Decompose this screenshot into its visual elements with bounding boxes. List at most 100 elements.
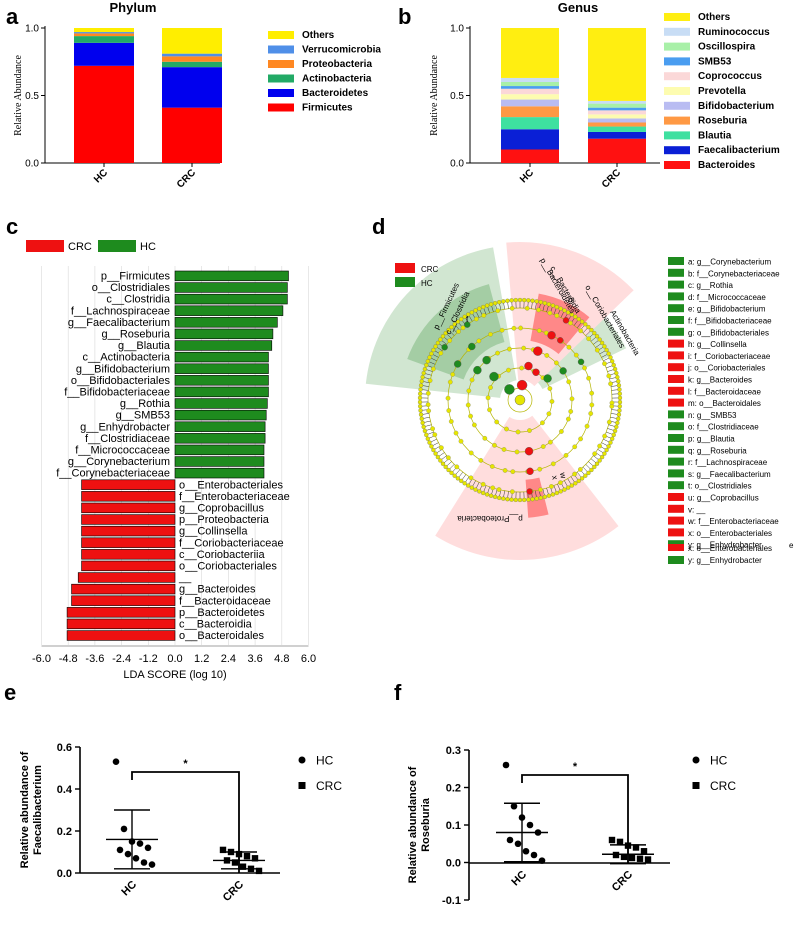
- data-point-hc: [530, 851, 538, 859]
- lda-bar-label: c__Bacteroidia: [179, 619, 253, 631]
- tree-node: [453, 430, 459, 436]
- leaf-node: [608, 355, 613, 360]
- lda-bar-label: g__SMB53: [116, 410, 170, 422]
- leaf-node: [592, 330, 597, 336]
- key-swatch: [668, 316, 684, 324]
- x-tick-label: CRC: [221, 879, 246, 904]
- key-swatch-overflow: [668, 556, 684, 564]
- legend-swatch: [664, 57, 690, 66]
- bar-segment-bifidobacterium: [501, 99, 559, 107]
- leaf-node: [554, 490, 559, 496]
- root-node: [514, 394, 526, 406]
- tree-node: [445, 395, 451, 401]
- leaf-node: [592, 464, 597, 470]
- bar-segment-smb53: [588, 107, 646, 111]
- legend-swatch: [664, 161, 690, 169]
- hc-biomarker-node: [473, 365, 482, 375]
- lda-bar: [71, 595, 176, 606]
- data-point-crc: [612, 851, 620, 859]
- tree-node: [586, 375, 591, 381]
- leaf-node: [418, 391, 423, 396]
- lda-bar-label: __: [178, 572, 192, 584]
- y-tick-label: 0.2: [446, 783, 461, 795]
- leaf-node: [538, 300, 543, 305]
- leaf-node: [558, 306, 563, 311]
- leaf-node: [606, 351, 611, 356]
- tree-node: [466, 388, 472, 394]
- leaf-node: [440, 334, 446, 339]
- key-label: k: g__Bacteroides: [688, 376, 752, 385]
- key-swatch: [668, 363, 684, 372]
- legend-label: Ruminococcus: [698, 27, 770, 38]
- y-tick-label: 0.6: [57, 742, 72, 754]
- bar-segment-ruminococcus: [588, 100, 646, 104]
- leaf-node: [477, 489, 482, 494]
- y-tick-label: 0.0: [25, 159, 39, 170]
- tree-node: [572, 444, 578, 450]
- bar-segment-others: [162, 28, 222, 54]
- x-tick-label: -1.2: [139, 653, 158, 665]
- tree-node: [566, 379, 572, 385]
- x-tick-label: CRC: [610, 869, 635, 894]
- leaf-node: [612, 428, 618, 434]
- panel-label-f: f: [394, 680, 402, 705]
- tree-node: [469, 377, 475, 383]
- tree-node: [458, 438, 464, 444]
- data-point-hc: [116, 846, 124, 854]
- lda-bar-label: o__Enterobacteriales: [179, 479, 283, 491]
- legend-swatch-hc: [395, 277, 415, 287]
- legend-swatch: [664, 87, 690, 95]
- tree-node: [472, 422, 477, 428]
- key-label: h: g__Collinsella: [688, 340, 747, 349]
- key-swatch: [668, 528, 684, 537]
- tree-node: [597, 443, 602, 449]
- leaf-node: [488, 302, 494, 307]
- leaf-node: [435, 454, 441, 460]
- y-tick-label: 1.0: [450, 24, 464, 35]
- lda-bar: [81, 537, 176, 548]
- key-label: v: __: [688, 505, 706, 514]
- tree-node: [450, 372, 456, 377]
- leaf-node: [449, 470, 454, 476]
- tree-node: [481, 313, 487, 318]
- legend-swatch: [664, 101, 690, 110]
- leaf-node: [530, 298, 535, 303]
- leaf-node: [589, 327, 594, 333]
- leaf-node: [424, 362, 429, 368]
- leaf-node: [610, 359, 615, 364]
- tree-node: [521, 345, 527, 351]
- leaf-node: [431, 447, 436, 453]
- data-point-crc: [255, 867, 263, 875]
- x-tick-label: 2.4: [221, 653, 236, 665]
- leaf-node: [599, 454, 605, 460]
- crc-biomarker-node: [557, 337, 564, 344]
- y-tick-label: 0.3: [446, 745, 461, 757]
- legend-swatch: [268, 74, 294, 83]
- tree-node: [572, 471, 577, 477]
- leaf-node: [418, 408, 423, 413]
- data-point-hc: [538, 857, 546, 864]
- lda-bar: [66, 630, 176, 641]
- legend-swatch: [664, 146, 690, 155]
- key-label: c: g__Rothia: [688, 281, 733, 290]
- x-tick-label: -3.6: [85, 653, 104, 665]
- x-tick-label: -4.8: [59, 653, 78, 665]
- tree-node: [468, 450, 474, 456]
- leaf-node: [576, 316, 581, 322]
- key-label: n: g__SMB53: [688, 411, 737, 420]
- tree-node: [606, 373, 612, 379]
- bar-segment-actinobacteria: [162, 61, 222, 68]
- leaf-node: [586, 324, 591, 330]
- leaf-node: [431, 347, 436, 353]
- leaf-node: [604, 447, 609, 453]
- bar-segment-bacteroides: [501, 149, 559, 163]
- data-point-hc: [124, 850, 132, 858]
- hc-biomarker-node: [543, 374, 552, 383]
- bar-segment-others: [588, 28, 646, 101]
- tree-node: [448, 419, 454, 424]
- bar-segment-others: [74, 28, 134, 33]
- bar-segment-coprococcus: [501, 88, 559, 95]
- leaf-node: [602, 451, 607, 456]
- tree-node: [446, 455, 451, 461]
- key-label: m: o__Bacteroidales: [688, 399, 761, 408]
